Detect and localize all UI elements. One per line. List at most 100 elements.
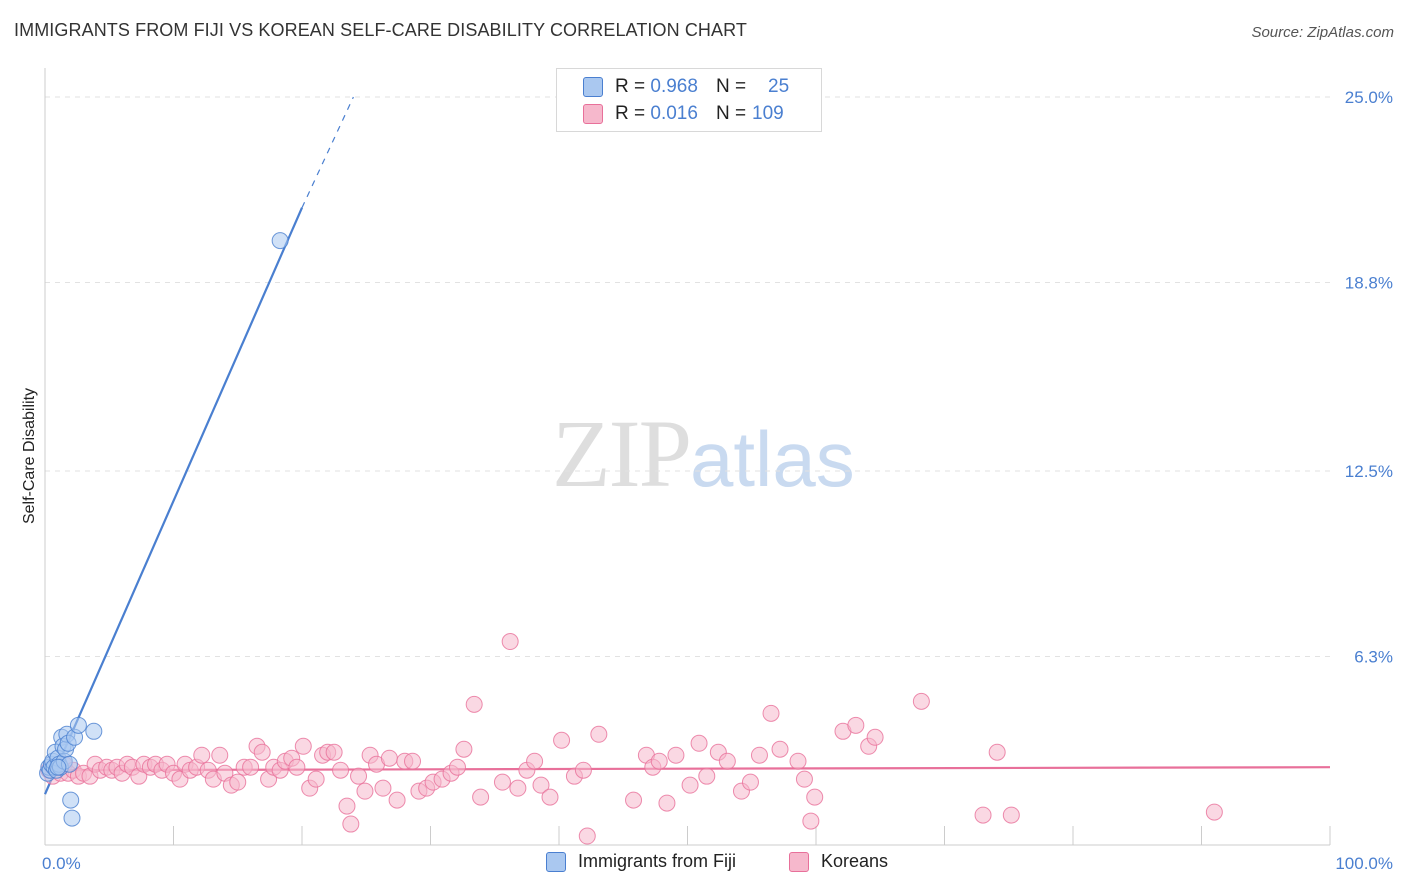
y-tick-label: 6.3% [1354, 648, 1393, 667]
legend-row-korean: R = 0.016 N = 109 [583, 102, 784, 126]
korean-point [762, 704, 780, 722]
korean-point [465, 695, 483, 713]
korean-point [229, 773, 247, 791]
korean-point [750, 746, 768, 764]
korean-swatch [789, 851, 809, 872]
korean-point [294, 737, 312, 755]
legend-n-label: N = [715, 76, 747, 97]
legend-n-label: N = [715, 103, 747, 124]
korean-point [350, 767, 368, 785]
korean-point [501, 633, 519, 651]
series-name-korean: Koreans [821, 851, 889, 871]
korean-point [795, 770, 813, 788]
source-label: Source: ZipAtlas.com [1251, 24, 1394, 41]
series-name-fiji: Immigrants from Fiji [578, 851, 737, 871]
korean-point [541, 788, 559, 806]
korean-point [553, 731, 571, 749]
legend-row-fiji: R = 0.968 N = 25 [583, 75, 789, 99]
korean-point [741, 773, 759, 791]
korean-point [211, 746, 229, 764]
fiji-swatch [583, 77, 603, 97]
korean-swatch [583, 104, 603, 124]
korean-point [574, 761, 592, 779]
korean-point [509, 779, 527, 797]
bottom-legend-fiji: Immigrants from Fiji [546, 851, 736, 872]
legend-r-value: 0.968 [650, 76, 698, 97]
korean-point [342, 815, 360, 833]
fiji-point [85, 722, 103, 740]
korean-point [288, 758, 306, 776]
korean-point [1002, 806, 1020, 824]
korean-point [325, 743, 343, 761]
korean-point [698, 767, 716, 785]
korean-trend-line [44, 766, 1331, 772]
korean-point [242, 758, 260, 776]
korean-point [193, 746, 211, 764]
korean-point [253, 743, 271, 761]
trend-lines [43, 96, 1331, 795]
korean-point [374, 779, 392, 797]
korean-point [472, 788, 490, 806]
korean-point [847, 716, 865, 734]
fiji-point [63, 809, 81, 827]
korean-point [974, 806, 992, 824]
korean-point [650, 752, 668, 770]
korean-point [690, 734, 708, 752]
fiji-point [69, 716, 87, 734]
korean-point [667, 746, 685, 764]
korean-point [448, 758, 466, 776]
legend: R = 0.968 N = 25 R = 0.016 N = 109 [556, 68, 822, 132]
fiji-point [49, 758, 67, 776]
tick-labels: 6.3% 12.5% 18.8% 25.0% 0.0% 100.0% [42, 88, 1393, 873]
korean-point [681, 776, 699, 794]
korean-point [526, 752, 544, 770]
watermark: ZIPatlas [552, 398, 855, 509]
fiji-swatch [546, 851, 566, 872]
legend-r-value: 0.016 [650, 103, 698, 124]
korean-point [332, 761, 350, 779]
fiji-point [271, 232, 289, 250]
korean-point [718, 752, 736, 770]
data-points [39, 232, 1223, 845]
korean-point [802, 812, 820, 830]
y-axis-label: Self-Care Disability [21, 388, 38, 524]
x-tick-label: 100.0% [1335, 854, 1393, 873]
korean-point [771, 740, 789, 758]
watermark-atlas: atlas [690, 415, 855, 503]
legend-n-value: 109 [752, 103, 784, 124]
korean-point [404, 752, 422, 770]
korean-point [356, 782, 374, 800]
grid-lines [45, 96, 1330, 658]
korean-point [380, 749, 398, 767]
legend-n-value: 25 [768, 76, 790, 97]
korean-point [578, 827, 596, 845]
fiji-trend-line [43, 207, 304, 795]
korean-point [1205, 803, 1223, 821]
korean-point [532, 776, 550, 794]
chart-title: IMMIGRANTS FROM FIJI VS KOREAN SELF-CARE… [14, 20, 747, 40]
korean-point [307, 770, 325, 788]
korean-point [455, 740, 473, 758]
legend-r-label: R = [615, 76, 646, 97]
y-tick-label: 18.8% [1345, 274, 1393, 293]
fiji-point [62, 791, 80, 809]
korean-point [658, 794, 676, 812]
watermark-zip: ZIP [552, 400, 692, 507]
korean-point [806, 788, 824, 806]
bottom-legend-korean: Koreans [789, 851, 888, 872]
korean-point [866, 728, 884, 746]
korean-point [338, 797, 356, 815]
fiji-trend-extension [301, 96, 354, 208]
y-tick-label: 12.5% [1345, 462, 1393, 481]
korean-point [493, 773, 511, 791]
x-tick-label: 0.0% [42, 854, 81, 873]
korean-point [388, 791, 406, 809]
korean-point [590, 725, 608, 743]
korean-point [789, 752, 807, 770]
axes [44, 68, 1331, 846]
y-tick-label: 25.0% [1345, 88, 1393, 107]
korean-point [988, 743, 1006, 761]
legend-r-label: R = [615, 103, 646, 124]
korean-point [912, 692, 930, 710]
korean-point [625, 791, 643, 809]
